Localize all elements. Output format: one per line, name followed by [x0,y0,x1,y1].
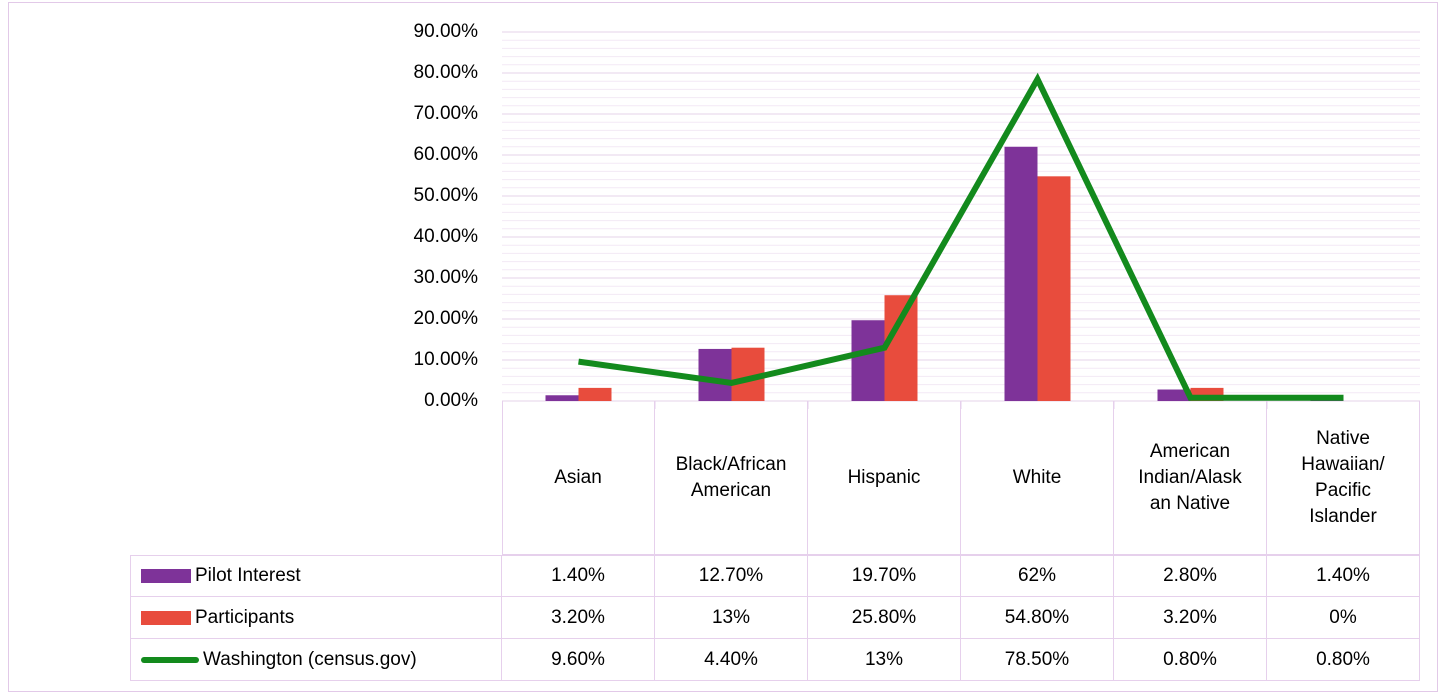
table-value: 0.80% [1114,639,1267,681]
bar [545,395,579,401]
bar [698,348,732,401]
table-value: 13% [655,597,808,639]
table-header-left [502,401,503,555]
legend-key [141,656,199,663]
legend-entry: Pilot Interest [130,555,502,597]
table-value: 1.40% [502,555,655,597]
table-value: 9.60% [502,639,655,681]
table-value: 3.20% [1114,597,1267,639]
bar [851,320,885,401]
table-value: 3.20% [502,597,655,639]
y-tick-label: 50.00% [414,185,479,206]
y-tick-label: 60.00% [414,144,479,165]
table-value: 19.70% [808,555,961,597]
category-label: American Indian/Alaskan Native [1114,401,1267,555]
y-tick-label: 40.00% [414,226,479,247]
table-value: 0.80% [1267,639,1420,681]
legend-entry: Washington (census.gov) [130,639,502,681]
y-tick-label: 10.00% [414,349,479,370]
y-tick-label: 0.00% [424,390,478,411]
legend-label: Participants [195,606,295,628]
table-value: 62% [961,555,1114,597]
table-value: 13% [808,639,961,681]
category-label: Hispanic [808,401,961,555]
y-tick-label: 30.00% [414,267,479,288]
legend-label: Washington (census.gov) [203,648,417,670]
y-tick-label: 80.00% [414,62,479,83]
table-value: 54.80% [961,597,1114,639]
legend-key [141,610,191,625]
table-value: 25.80% [808,597,961,639]
bar [884,295,918,401]
legend-entry: Participants [130,597,502,639]
legend-label: Pilot Interest [195,565,301,586]
bar [1157,389,1191,401]
y-tick-label: 20.00% [414,308,479,329]
category-label: Asian [502,401,655,555]
table-value: 0% [1267,597,1420,639]
bar [578,387,612,401]
category-label: Native Hawaiian/ Pacific Islander [1267,401,1420,555]
category-label: Black/African American [655,401,808,555]
bar [1037,176,1071,401]
y-tick-label: 90.00% [414,21,479,42]
table-value: 12.70% [655,555,808,597]
table-value: 78.50% [961,639,1114,681]
bar [1004,146,1038,401]
table-value: 1.40% [1267,555,1420,597]
y-tick-label: 70.00% [414,103,479,124]
legend-key [141,569,191,583]
table-value: 2.80% [1114,555,1267,597]
category-label: White [961,401,1114,555]
line [578,72,1344,401]
table-value: 4.40% [655,639,808,681]
